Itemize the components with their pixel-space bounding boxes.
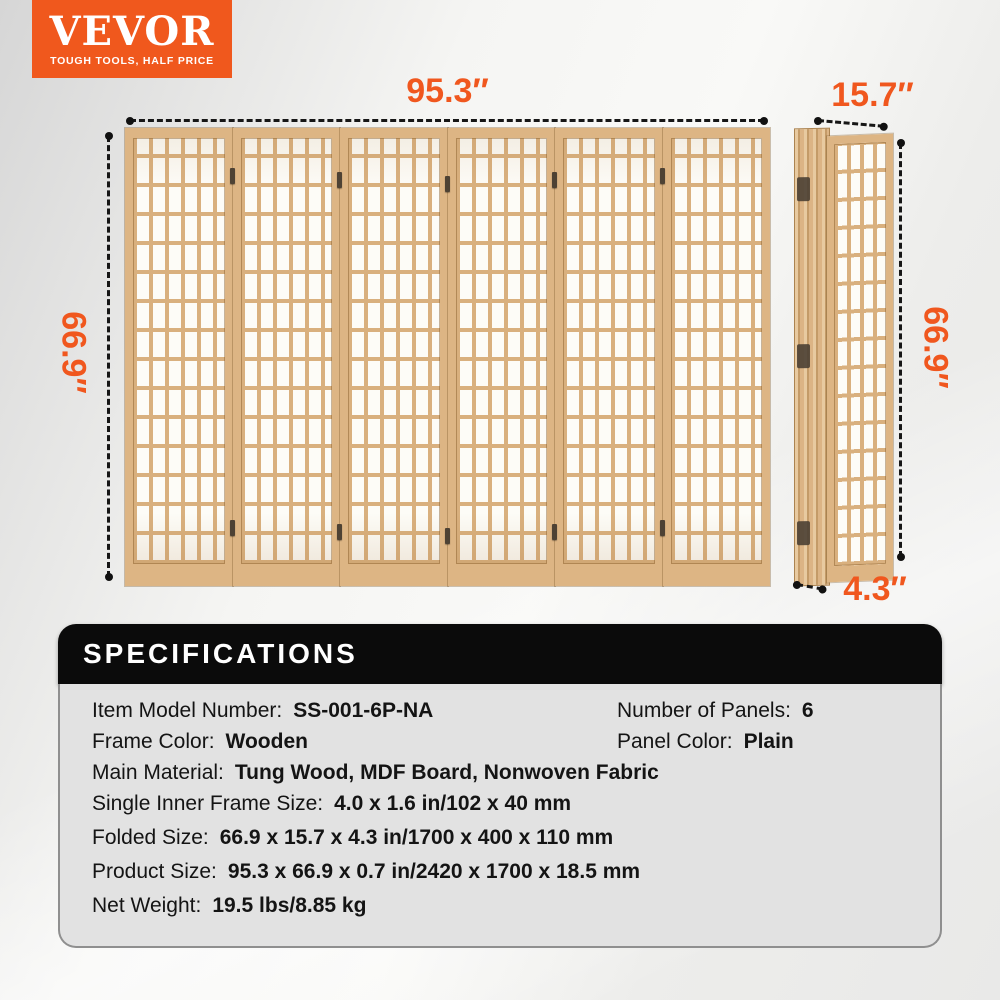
specifications-title: SPECIFICATIONS (83, 638, 358, 669)
panel-hinge (337, 172, 342, 188)
dimension-endpoint-dot (896, 139, 905, 147)
panel-hinge (230, 168, 235, 184)
spec-panel-color: Panel Color: Plain (617, 730, 794, 753)
divider-panel (555, 128, 663, 586)
folded-height-label: 66.9″ (916, 306, 955, 389)
spec-product-size: Product Size: 95.3 x 66.9 x 0.7 in/2420 … (92, 860, 641, 883)
panel-hinge (660, 520, 665, 536)
front-width-label: 95.3″ (406, 72, 489, 110)
divider-panel (662, 128, 770, 586)
panel-hinge (552, 524, 557, 540)
specifications-body: Item Model Number: SS-001-6P-NA Number o… (58, 684, 942, 948)
spec-frame-color: Frame Color: Wooden (92, 730, 308, 753)
dimension-endpoint-dot (104, 132, 113, 140)
panel-hinge (552, 172, 557, 188)
dimension-endpoint-dot (879, 121, 889, 131)
panel-hinge (230, 520, 235, 536)
divider-panel (447, 128, 555, 586)
front-view-image (125, 128, 770, 586)
spec-item-model-number: Item Model Number: SS-001-6P-NA (92, 699, 434, 722)
folded-panel-stack (794, 127, 830, 587)
dimension-endpoint-dot (126, 116, 134, 125)
divider-panel (340, 128, 448, 586)
dimension-endpoint-dot (813, 116, 823, 125)
spec-main-material: Main Material: Tung Wood, MDF Board, Non… (92, 761, 659, 784)
brand-tagline: TOUGH TOOLS, HALF PRICE (50, 54, 214, 67)
dimension-endpoint-dot (896, 553, 905, 561)
front-height-label: 66.9″ (54, 311, 93, 394)
folded-depth-label: 4.3″ (843, 570, 907, 608)
dimension-endpoint-dot (104, 573, 113, 581)
spec-number-of-panels: Number of Panels: 6 (617, 699, 814, 722)
specifications-header: SPECIFICATIONS (58, 624, 942, 684)
dimension-endpoint-dot (760, 116, 768, 125)
panel-hinge (797, 521, 810, 546)
dimension-line-folded-height (896, 139, 905, 561)
brand-logo: VEVOR TOUGH TOOLS, HALF PRICE (32, 0, 232, 78)
panel-hinge (797, 344, 810, 369)
spec-row: Item Model Number: SS-001-6P-NA Number o… (92, 699, 912, 730)
spec-row: Frame Color: Wooden Panel Color: Plain (92, 730, 912, 761)
panel-hinge (445, 528, 450, 544)
vevor-wordmark: VEVOR (49, 7, 215, 55)
divider-panel (232, 128, 340, 586)
spec-single-inner-frame-size: Single Inner Frame Size: 4.0 x 1.6 in/10… (92, 792, 572, 815)
panel-hinge (337, 524, 342, 540)
spec-folded-size: Folded Size: 66.9 x 15.7 x 4.3 in/1700 x… (92, 826, 614, 849)
spec-net-weight: Net Weight: 19.5 lbs/8.85 kg (92, 894, 367, 917)
panel-hinge (660, 168, 665, 184)
divider-panel (125, 128, 233, 586)
panel-hinge (445, 176, 450, 192)
dimension-line-front-height (104, 132, 113, 581)
dimension-line-front-width (126, 116, 768, 125)
panel-hinge (797, 177, 810, 202)
folded-width-label: 15.7″ (831, 76, 914, 114)
